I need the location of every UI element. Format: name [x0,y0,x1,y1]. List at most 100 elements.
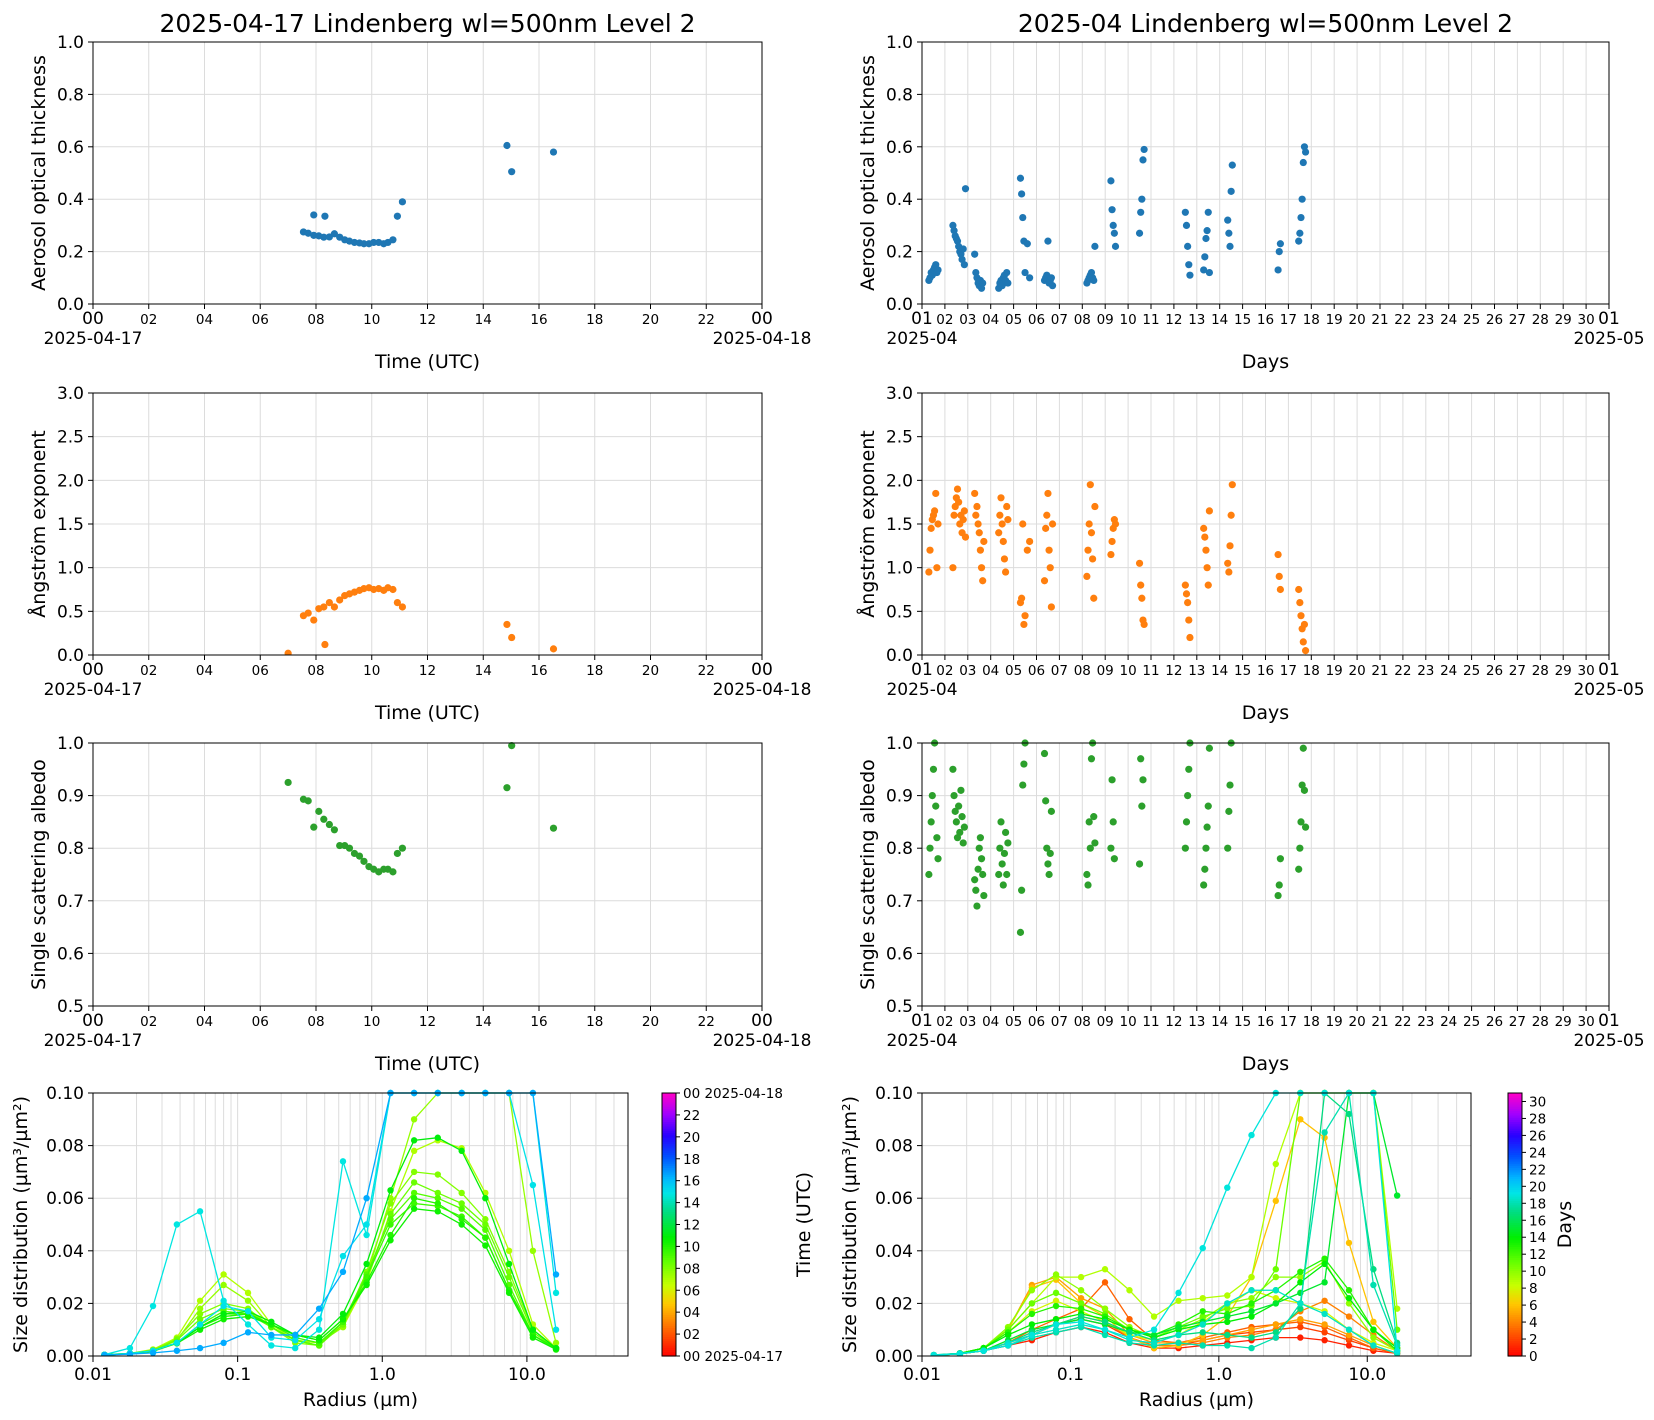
data-point [976,546,984,554]
y-tick-label: 0.8 [57,85,84,105]
colorbar-tick-label: 08 [683,1261,700,1277]
colorbar-band [662,1336,676,1340]
colorbar-band [1508,1285,1522,1289]
data-point [1272,1160,1280,1168]
colorbar-band [662,1112,676,1116]
data-point [1077,1313,1085,1320]
data-point [1204,208,1212,216]
data-point [339,1252,347,1260]
x-tick-label: 02 [140,663,157,679]
colorbar-band [662,1158,676,1162]
data-point [1272,1197,1280,1205]
data-point [1295,865,1303,873]
colorbar-band [1508,1316,1522,1320]
data-point [1186,271,1194,279]
plot-frame [92,1092,629,1357]
colorbar-band [662,1099,676,1103]
x-tick-label: 08 [1074,663,1091,679]
data-point [1299,744,1307,752]
data-point [1182,818,1191,826]
colorbar-band [662,1318,676,1322]
data-point [1077,1305,1085,1312]
data-point [1003,268,1011,277]
colorbar-tick-label: 24 [1529,1145,1546,1161]
data-point [1101,1266,1109,1273]
data-point [1046,849,1054,858]
data-point [529,1326,537,1333]
y-tick-label: 0.06 [46,1189,84,1209]
colorbar-band [1508,1281,1522,1285]
x-tick-label: 20 [642,1014,659,1030]
y-tick-label: 0.0 [57,646,84,666]
x-tick-label: 13 [1188,312,1205,328]
y-axis-label: Single scattering albedo [28,759,50,990]
colorbar-band [662,1101,676,1105]
colorbar-band [662,1246,676,1250]
data-point [398,198,407,206]
colorbar-band [662,1307,676,1311]
x-tick-label: 18 [1303,312,1320,328]
x-tick-label: 22 [1394,312,1411,328]
data-point [1321,1255,1328,1262]
data-point [458,1189,465,1197]
data-point [220,1281,227,1289]
colorbar-band [662,1309,676,1313]
colorbar-band [1508,1233,1522,1237]
data-point [979,870,987,879]
data-point [955,498,963,506]
data-point [434,1208,441,1215]
data-point [1139,776,1147,784]
data-point [1047,603,1055,611]
data-point [933,564,941,572]
data-point [387,1237,394,1244]
colorbar-band [662,1255,676,1258]
colorbar-band [662,1314,676,1318]
x-tick-label: 10.0 [508,1365,546,1385]
data-point [1248,1300,1255,1307]
colorbar-band [1508,1244,1522,1248]
data-point [927,524,935,532]
colorbar-band [662,1252,676,1256]
data-point [1091,839,1099,847]
x-axis-label: Time (UTC) [374,1053,480,1075]
x-tick-label: 0.1 [224,1365,251,1385]
y-tick-label: 0.00 [46,1347,84,1367]
data-point [1052,1315,1060,1323]
x-tick-label: 01 [1598,1011,1620,1031]
data-point [321,640,329,649]
data-point [1077,1300,1085,1307]
data-marks [284,742,558,876]
colorbar-band [1508,1270,1522,1274]
y-tick-label: 0.7 [57,892,84,912]
x-tick-label: 18 [586,663,603,679]
colorbar-band [1508,1314,1522,1318]
x-tick-label: 08 [307,312,324,328]
colorbar-band [1508,1217,1522,1221]
colorbar-band [662,1119,676,1123]
data-point [1085,520,1093,528]
colorbar-band [662,1325,676,1329]
colorbar-band [662,1250,676,1254]
data-point [995,529,1003,537]
x-tick-label: 09 [1097,312,1114,328]
y-tick-label: 0.6 [886,944,913,964]
data-point [977,564,986,572]
colorbar-band [1508,1215,1522,1219]
colorbar-band [662,1132,676,1136]
x-axis-label: Radius (µm) [303,1389,418,1411]
data-point [952,818,960,826]
x-axis-label: Time (UTC) [374,351,480,373]
data-point [998,520,1006,528]
x-tick-label: 22 [1394,1014,1411,1030]
x-tick-label: 12 [1165,663,1182,679]
x-tick-label: 23 [1417,663,1434,679]
data-point [1086,481,1094,489]
x-tick-label: 00 [82,309,104,329]
data-point [1272,1300,1280,1307]
data-point [1296,599,1304,607]
colorbar-band [662,1292,676,1296]
y-ticks: 0.0 0.2 0.4 0.6 0.8 1.0 [57,33,93,315]
data-point [387,1187,394,1194]
data-point [1018,190,1026,198]
date-label-left: 2025-04-17 [44,680,143,700]
